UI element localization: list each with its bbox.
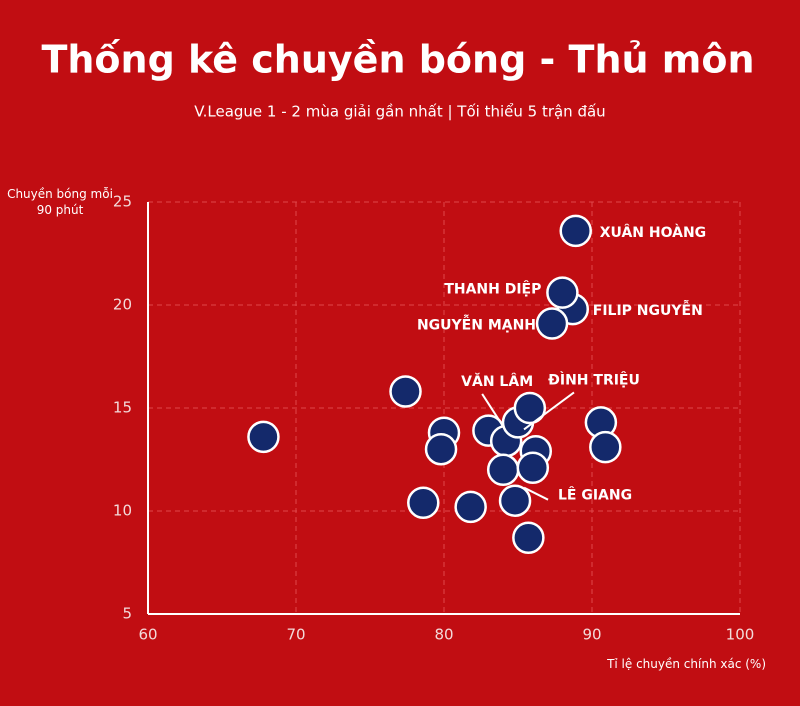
- x-tick-label: 70: [286, 626, 305, 644]
- point-label: NGUYỄN MẠNH: [417, 315, 536, 334]
- x-tick-label: 80: [434, 626, 453, 644]
- point: [559, 214, 592, 248]
- point-label: XUÂN HOÀNG: [600, 224, 706, 241]
- point-label: LÊ GIANG: [558, 487, 632, 504]
- point: [389, 375, 422, 408]
- leader-line: [481, 393, 505, 429]
- point: [589, 430, 622, 464]
- y-axis-label: Chuyền bóng mỗi 90 phút: [7, 187, 113, 217]
- point: [516, 451, 550, 484]
- leader-line: [523, 486, 549, 501]
- x-tick-label: 60: [138, 626, 157, 644]
- point-label: THANH DIỆP: [444, 280, 541, 298]
- point: [498, 484, 532, 517]
- y-tick-label: 5: [122, 605, 132, 623]
- x-tick-label: 90: [582, 626, 601, 644]
- point: [454, 490, 487, 524]
- x-tick-label: 100: [726, 626, 755, 644]
- chart-title: Thống kê chuyền bóng - Thủ môn: [41, 38, 754, 82]
- point-label: VĂN LÂM: [461, 372, 533, 390]
- point: [424, 432, 458, 466]
- point: [535, 307, 569, 340]
- y-tick-label: 20: [113, 296, 132, 314]
- point: [486, 453, 520, 487]
- y-tick-label: 25: [113, 193, 132, 211]
- x-axis-label: Tỉ lệ chuyền chính xác (%): [607, 657, 766, 671]
- leader-line: [523, 391, 575, 431]
- point: [407, 486, 440, 520]
- chart-subtitle: V.League 1 - 2 mùa giải gần nhất | Tối t…: [194, 103, 605, 121]
- point-label: FILIP NGUYỄN: [593, 300, 703, 319]
- point: [513, 391, 547, 425]
- point: [546, 276, 579, 309]
- y-tick-label: 15: [113, 399, 132, 417]
- point: [512, 521, 545, 555]
- point-label: ĐÌNH TRIỆU: [548, 370, 640, 388]
- y-tick-label: 10: [113, 502, 132, 520]
- point: [247, 420, 280, 454]
